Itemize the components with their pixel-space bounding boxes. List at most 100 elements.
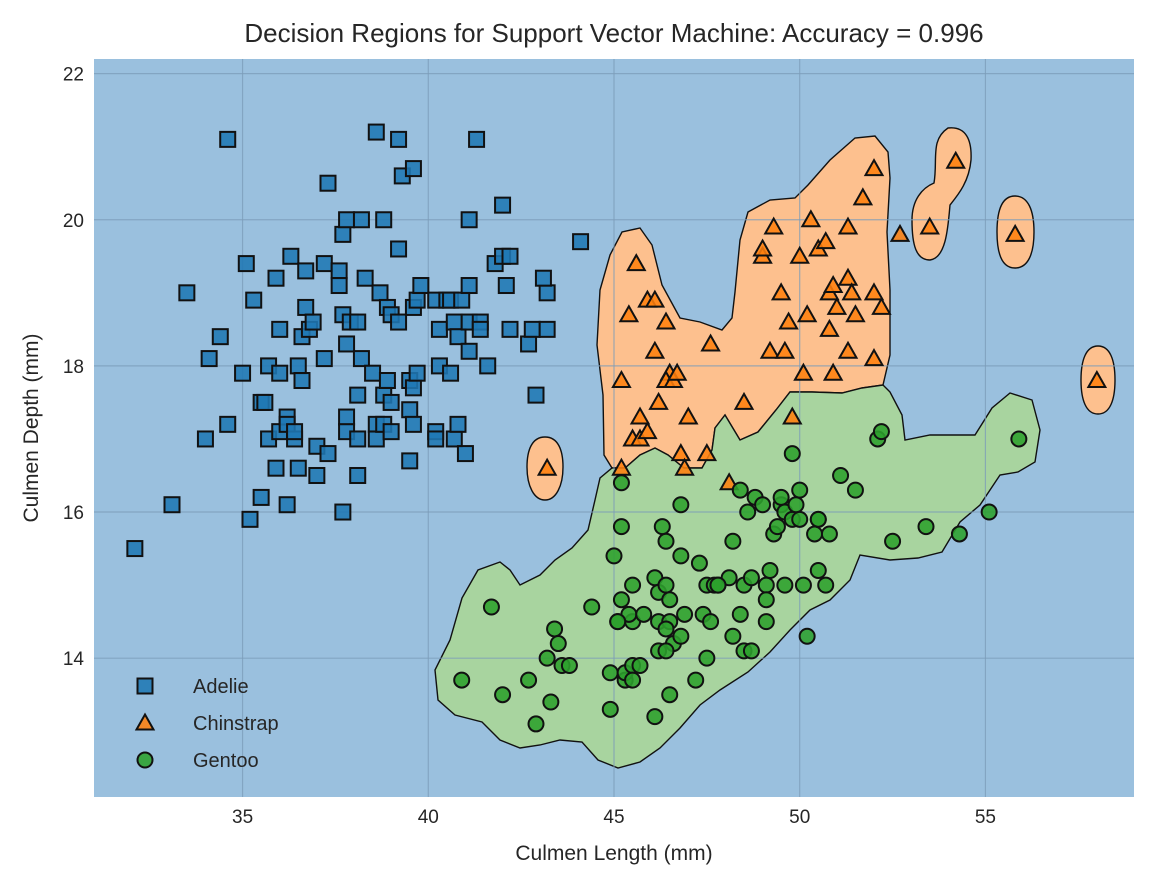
chinstrap-point xyxy=(889,223,911,242)
adelie-point xyxy=(375,211,393,229)
gentoo-point xyxy=(672,547,690,565)
legend-label: Gentoo xyxy=(193,750,259,772)
gentoo-point xyxy=(546,620,564,638)
chinstrap-point xyxy=(618,304,640,323)
gentoo-point xyxy=(612,518,630,536)
chinstrap-point xyxy=(752,238,773,257)
adelie-point xyxy=(126,540,144,558)
adelie-point xyxy=(538,320,556,338)
gentoo-point xyxy=(702,613,720,631)
adelie-point xyxy=(271,320,289,338)
legend-label: Chinstrap xyxy=(193,713,279,735)
gentoo-point xyxy=(820,525,838,543)
legend-marker-chinstrap xyxy=(134,712,156,731)
series-chinstrap xyxy=(536,150,1108,491)
adelie-point xyxy=(572,233,590,251)
y-tick-label: 20 xyxy=(63,211,84,232)
gentoo-point xyxy=(601,700,619,718)
adelie-point xyxy=(352,350,370,368)
adelie-point xyxy=(445,313,463,331)
chinstrap-point xyxy=(837,267,859,286)
gentoo-point xyxy=(724,532,742,550)
gentoo-point xyxy=(676,605,694,623)
adelie-point xyxy=(367,430,385,448)
gentoo-point xyxy=(806,525,824,543)
adelie-point xyxy=(404,160,422,178)
adelie-point xyxy=(430,320,448,338)
chinstrap-point xyxy=(644,289,666,308)
chinstrap-point xyxy=(696,443,718,462)
scatter-points xyxy=(126,123,1108,733)
adelie-point xyxy=(449,328,467,346)
adelie-point xyxy=(349,430,367,448)
gentoo-point xyxy=(601,664,619,682)
gentoo-point xyxy=(482,598,500,616)
x-axis-label: Culmen Length (mm) xyxy=(515,842,712,865)
gentoo-point xyxy=(757,591,775,609)
x-tick-label: 45 xyxy=(603,807,624,828)
chinstrap-point xyxy=(796,304,818,323)
gentoo-point xyxy=(846,481,864,499)
y-tick-label: 22 xyxy=(63,65,84,86)
adelie-point xyxy=(445,430,463,448)
adelie-point xyxy=(297,262,315,280)
gentoo-point xyxy=(687,671,705,689)
gentoo-point xyxy=(690,554,708,572)
adelie-point xyxy=(408,291,426,309)
chinstrap-point xyxy=(637,421,658,440)
adelie-point xyxy=(352,211,370,229)
chart-title: Decision Regions for Support Vector Mach… xyxy=(244,18,983,48)
adelie-point xyxy=(256,393,274,411)
chinstrap-point xyxy=(841,282,862,301)
adelie-point xyxy=(449,415,467,433)
chinstrap-point xyxy=(826,296,848,315)
gentoo-point xyxy=(742,569,760,587)
gentoo-point xyxy=(884,532,902,550)
adelie-point xyxy=(456,445,474,463)
adelie-point xyxy=(382,423,400,441)
adelie-point xyxy=(241,510,259,528)
chinstrap-point xyxy=(655,311,677,330)
adelie-point xyxy=(211,328,229,346)
gentoo-point xyxy=(809,561,827,579)
gentoo-point xyxy=(542,693,560,711)
adelie-point xyxy=(520,335,538,353)
adelie-point xyxy=(163,496,181,514)
x-tick-label: 35 xyxy=(232,807,253,828)
gentoo-point xyxy=(794,576,812,594)
chinstrap-point xyxy=(666,362,688,381)
gentoo-point xyxy=(538,649,556,667)
adelie-point xyxy=(390,240,408,258)
adelie-point xyxy=(334,225,352,243)
adelie-point xyxy=(349,386,367,404)
y-tick-label: 16 xyxy=(63,503,84,524)
chinstrap-point xyxy=(1004,223,1026,242)
chinstrap-point xyxy=(871,296,892,315)
adelie-point xyxy=(319,445,337,463)
gentoo-point xyxy=(731,605,749,623)
gentoo-point xyxy=(612,591,630,609)
chinstrap-point xyxy=(670,443,692,462)
gentoo-point xyxy=(731,481,749,499)
gentoo-point xyxy=(635,605,653,623)
gentoo-point xyxy=(757,613,775,631)
adelie-point xyxy=(267,459,285,477)
gentoo-point xyxy=(646,708,664,726)
adelie-point xyxy=(371,284,389,302)
gentoo-point xyxy=(657,576,675,594)
gentoo-point xyxy=(724,627,742,645)
gentoo-point xyxy=(661,686,679,704)
adelie-point xyxy=(390,130,408,148)
adelie-point xyxy=(293,372,311,390)
adelie-point xyxy=(404,415,422,433)
adelie-point xyxy=(330,277,348,295)
chinstrap-point xyxy=(863,348,885,367)
adelie-point xyxy=(338,211,356,229)
adelie-point xyxy=(252,488,270,506)
adelie-point xyxy=(278,496,296,514)
adelie-point xyxy=(378,372,396,390)
legend-label: Adelie xyxy=(193,676,249,698)
x-tick-label: 40 xyxy=(418,807,439,828)
chinstrap-point xyxy=(837,216,859,235)
adelie-point xyxy=(501,247,519,265)
